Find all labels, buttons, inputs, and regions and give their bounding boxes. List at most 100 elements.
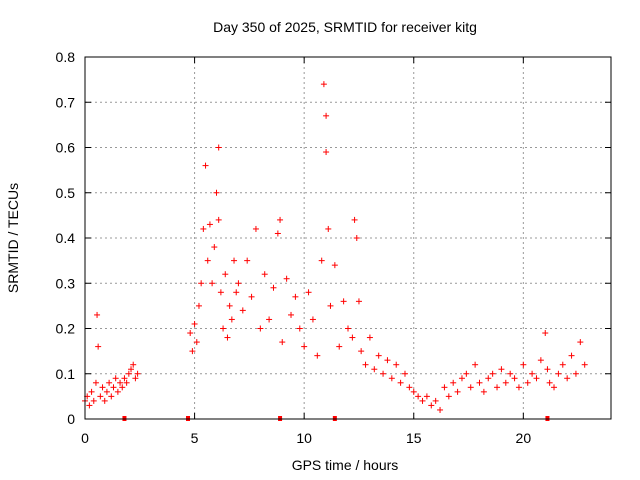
data-point [551,384,558,391]
data-point [507,370,514,377]
data-point [388,375,395,382]
data-point [393,361,400,368]
data-point [384,357,391,364]
y-tick-label: 0.3 [56,275,76,291]
data-point [318,257,325,264]
data-point [222,271,229,278]
data-point [189,348,196,355]
data-point [480,388,487,395]
data-point [128,366,135,373]
data-point [498,366,505,373]
data-point [564,375,571,382]
data-point [270,284,277,291]
data-point [108,393,115,400]
data-point [231,257,238,264]
x-tick-label: 5 [191,430,199,446]
data-point [305,289,312,296]
data-point [476,379,483,386]
data-point [581,361,588,368]
data-point [323,149,330,156]
data-point [380,370,387,377]
data-point [261,271,268,278]
y-tick-label: 0 [67,411,75,427]
data-point [351,216,358,223]
data-point [467,384,474,391]
data-point [235,280,242,287]
data-point [537,357,544,364]
data-point [494,384,501,391]
data-point [520,361,527,368]
data-point [132,375,139,382]
axis-ticks: 0 0.1 0.2 0.3 0.4 0.5 0.6 0.7 0.8 0 5 10 15 20 [56,49,611,446]
data-point [529,370,536,377]
y-axis-label: SRMTID / TECUs [5,183,21,293]
data-point [533,375,540,382]
data-point [472,361,479,368]
data-point [292,293,299,300]
data-point [375,352,382,359]
data-point [325,225,332,232]
data-point [437,406,444,413]
data-point [432,397,439,404]
data-point [106,379,113,386]
data-point [266,316,273,323]
data-point [228,316,235,323]
data-point [515,384,522,391]
data-point [559,361,566,368]
data-point [90,397,97,404]
data-point [119,384,126,391]
data-point [92,379,99,386]
x-tick-label: 10 [296,430,312,446]
data-point [524,379,531,386]
data-point [204,257,211,264]
data-point [441,384,448,391]
data-point [511,375,518,382]
data-point [99,384,106,391]
data-point [355,298,362,305]
data-point [248,293,255,300]
data-point [117,379,124,386]
data-point [296,325,303,332]
x-tick-label: 15 [406,430,422,446]
data-point [279,339,286,346]
data-point [502,379,509,386]
y-tick-label: 0.1 [56,366,76,382]
data-point [125,370,132,377]
data-point [572,370,579,377]
data-point [546,379,553,386]
data-point [200,225,207,232]
data-point [257,325,264,332]
data-point [366,334,373,341]
data-point [340,298,347,305]
data-point [358,348,365,355]
y-tick-label: 0.7 [56,94,76,110]
data-point [320,81,327,88]
data-point [114,388,121,395]
data-point [277,216,284,223]
data-point [252,225,259,232]
data-point [97,393,104,400]
data-point [101,397,108,404]
data-point [485,375,492,382]
data-point [415,393,422,400]
data-point [215,216,222,223]
data-point [213,189,220,196]
data-point [362,361,369,368]
data-point [331,262,338,269]
data-point [217,289,224,296]
data-point [288,311,295,318]
data-point [202,162,209,169]
data-point [301,343,308,350]
data-point [336,343,343,350]
data-point [423,393,430,400]
data-point [209,280,216,287]
data-point [450,379,457,386]
data-point [544,366,551,373]
data-point [454,388,461,395]
data-point [206,221,213,228]
data-point [489,370,496,377]
data-point [371,366,378,373]
data-point [88,388,95,395]
data-point [349,334,356,341]
data-point [187,330,194,337]
